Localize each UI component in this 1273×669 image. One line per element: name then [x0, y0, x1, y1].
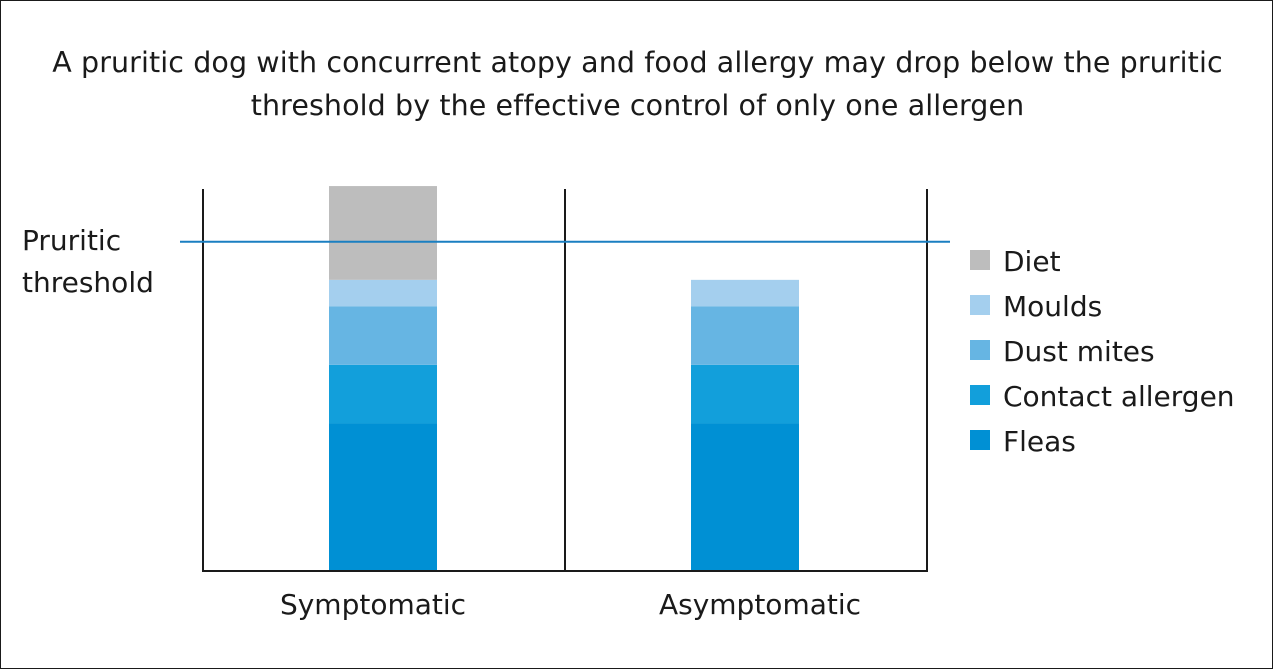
legend-label-dust-mites: Dust mites — [1003, 335, 1155, 368]
bar-asymptomatic-moulds — [691, 279, 799, 307]
threshold-label-line-2: threshold — [22, 266, 154, 299]
chart-title: A pruritic dog with concurrent atopy and… — [21, 41, 1254, 127]
threshold-label-line-1: Pruritic — [22, 224, 121, 257]
bars-group — [329, 186, 799, 570]
chart-title-line-1: A pruritic dog with concurrent atopy and… — [52, 46, 1223, 79]
x-tick-label-symptomatic: Symptomatic — [280, 588, 466, 621]
chart-title-line-2: threshold by the effective control of on… — [250, 89, 1025, 122]
legend: Diet Moulds Dust mites Contact allergen Flea… — [970, 245, 1235, 458]
bar-symptomatic-moulds — [329, 279, 437, 307]
legend-label-diet: Diet — [1003, 245, 1061, 278]
legend-swatch-dust-mites — [970, 340, 990, 360]
x-tick-label-asymptomatic: Asymptomatic — [659, 588, 861, 621]
bar-symptomatic-contact-allergen — [329, 364, 437, 424]
bar-asymptomatic-fleas — [691, 423, 799, 570]
bar-asymptomatic-dust-mites — [691, 306, 799, 365]
legend-label-fleas: Fleas — [1003, 425, 1076, 458]
legend-swatch-contact-allergen — [970, 385, 990, 405]
bar-symptomatic-dust-mites — [329, 306, 437, 365]
legend-label-contact-allergen: Contact allergen — [1003, 380, 1235, 413]
bar-symptomatic-diet — [329, 186, 437, 280]
chart-axes — [202, 189, 928, 572]
legend-swatch-moulds — [970, 295, 990, 315]
bar-asymptomatic-contact-allergen — [691, 364, 799, 424]
bar-symptomatic-fleas — [329, 423, 437, 570]
legend-swatch-diet — [970, 250, 990, 270]
legend-swatch-fleas — [970, 430, 990, 450]
legend-label-moulds: Moulds — [1003, 290, 1102, 323]
